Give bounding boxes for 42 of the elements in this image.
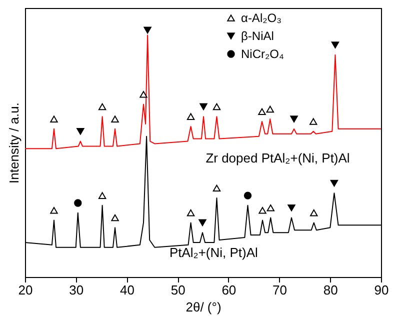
point — [310, 209, 318, 216]
point — [244, 192, 252, 200]
point — [50, 116, 58, 122]
point — [76, 128, 84, 135]
legend-label: α-Al₂O₃ — [241, 11, 282, 25]
legend-label: β-NiAl — [241, 29, 274, 43]
point — [111, 116, 119, 122]
x-tick-label: 80 — [323, 282, 338, 298]
point — [258, 108, 266, 116]
point — [98, 103, 106, 110]
point — [186, 113, 195, 120]
point — [331, 42, 340, 48]
annotation: Zr doped PtAl₂+(Ni, Pt)Al — [206, 150, 350, 166]
point — [144, 26, 152, 34]
x-tick-label: 30 — [69, 282, 84, 298]
point — [111, 214, 119, 222]
x-tick-label: 40 — [120, 282, 134, 298]
x-tick-label: 50 — [170, 282, 186, 298]
point — [186, 209, 195, 216]
x-tick-label: 20 — [18, 282, 33, 298]
legend-label: NiCr₂O₄ — [241, 47, 284, 61]
x-tick-label: 70 — [272, 282, 288, 298]
point — [140, 90, 148, 98]
point — [290, 116, 298, 122]
point — [288, 204, 296, 212]
point — [198, 219, 206, 226]
point — [212, 184, 221, 192]
point — [98, 192, 106, 199]
x-axis-title: 2θ/ (°) — [186, 300, 222, 314]
x-tick-label: 60 — [222, 282, 236, 298]
point — [212, 103, 221, 110]
x-tick-label: 90 — [374, 282, 389, 298]
point — [258, 206, 266, 214]
point — [50, 206, 58, 214]
point — [266, 204, 274, 212]
point — [200, 103, 208, 110]
point — [74, 199, 82, 207]
point — [310, 118, 318, 125]
point — [330, 180, 338, 187]
y-axis-title: Intensity / a.u. — [6, 102, 22, 184]
point — [266, 106, 274, 113]
annotation: PtAl₂+(Ni, Pt)Al — [169, 244, 258, 260]
